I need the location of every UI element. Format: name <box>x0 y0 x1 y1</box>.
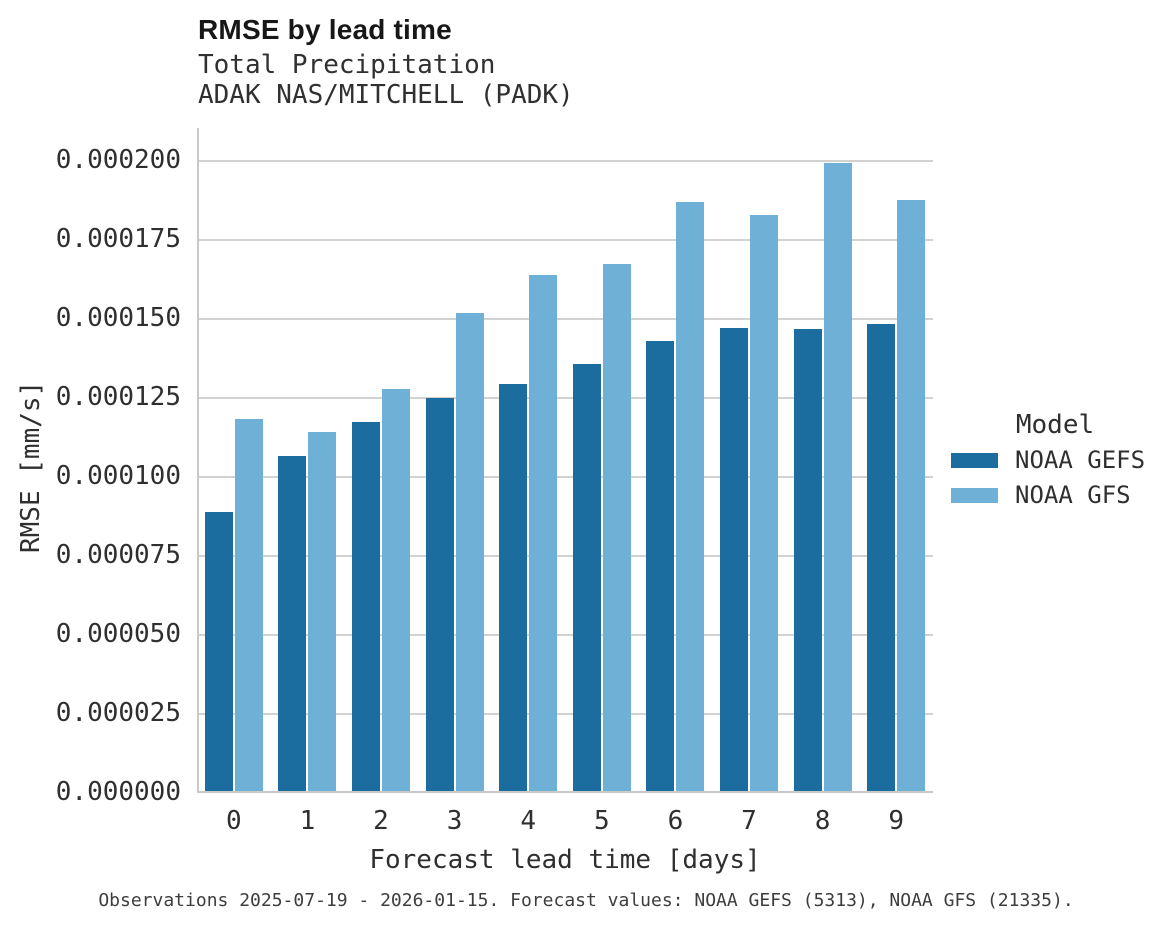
y-tick-label: 0.000025 <box>55 698 181 728</box>
bar-noaa-gfs-lead0 <box>234 418 263 791</box>
gridline <box>197 239 933 241</box>
bar-noaa-gefs-lead3 <box>425 398 454 791</box>
legend-item-noaa-gfs: NOAA GFS <box>945 481 1165 509</box>
x-tick-label: 9 <box>888 806 905 836</box>
bar-noaa-gefs-lead9 <box>867 324 896 791</box>
footer-caption: Observations 2025-07-19 - 2026-01-15. Fo… <box>98 890 1074 911</box>
legend-swatch-noaa-gfs <box>951 487 998 503</box>
bar-noaa-gefs-lead8 <box>793 329 822 791</box>
chart-subtitle-station: ADAK NAS/MITCHELL (PADK) <box>198 80 574 110</box>
chart-title: RMSE by lead time <box>198 14 452 45</box>
gridline <box>197 160 933 162</box>
bar-noaa-gefs-lead2 <box>352 422 380 791</box>
gridline <box>197 476 933 478</box>
gridline <box>197 555 933 557</box>
chart-subtitle-variable: Total Precipitation <box>198 50 496 80</box>
x-tick-label: 1 <box>299 806 316 836</box>
bar-noaa-gefs-lead5 <box>572 363 601 791</box>
bar-noaa-gfs-lead8 <box>823 162 852 791</box>
x-tick-label: 2 <box>373 806 389 836</box>
y-tick-label: 0.000075 <box>55 540 181 570</box>
gridline <box>197 634 933 636</box>
y-tick-label: 0.000100 <box>55 461 181 491</box>
y-axis-spine <box>197 128 199 793</box>
legend-label-noaa-gfs: NOAA GFS <box>1015 481 1131 509</box>
y-tick-label: 0.000175 <box>55 224 181 254</box>
y-tick-label: 0.000200 <box>55 145 181 175</box>
legend-item-noaa-gefs: NOAA GEFS <box>945 446 1165 474</box>
x-tick-label: 0 <box>225 806 242 836</box>
plot-area <box>197 128 933 793</box>
gridline <box>197 318 933 320</box>
legend-title: Model <box>1015 410 1095 440</box>
x-tick-label: 6 <box>667 806 684 836</box>
x-axis-spine <box>197 791 933 793</box>
y-tick-label: 0.000050 <box>55 619 181 649</box>
x-tick-label: 7 <box>741 806 757 836</box>
bar-noaa-gefs-lead0 <box>204 512 233 791</box>
bar-noaa-gefs-lead6 <box>646 340 675 791</box>
y-tick-label: 0.000150 <box>55 303 181 333</box>
bar-noaa-gfs-lead6 <box>676 202 705 791</box>
bar-noaa-gefs-lead1 <box>278 456 307 791</box>
legend-swatch-noaa-gefs <box>951 452 998 468</box>
x-tick-label: 5 <box>593 806 610 836</box>
bar-noaa-gfs-lead9 <box>897 199 926 791</box>
y-tick-label: 0.000000 <box>55 777 181 807</box>
bar-noaa-gfs-lead1 <box>308 432 337 791</box>
bar-noaa-gefs-lead7 <box>720 327 748 791</box>
legend: Model NOAA GEFS NOAA GFS <box>945 410 1165 518</box>
bar-noaa-gfs-lead3 <box>455 313 484 791</box>
bar-noaa-gfs-lead5 <box>602 264 631 791</box>
bar-noaa-gfs-lead4 <box>529 275 558 791</box>
x-tick-label: 8 <box>814 806 831 836</box>
gridline <box>197 397 933 399</box>
bar-noaa-gfs-lead2 <box>382 389 410 791</box>
x-axis-label: Forecast lead time [days] <box>369 845 761 875</box>
x-tick-label: 3 <box>446 806 463 836</box>
x-tick-label: 4 <box>520 806 537 836</box>
bar-noaa-gfs-lead7 <box>750 215 778 791</box>
gridline <box>197 713 933 715</box>
bar-noaa-gefs-lead4 <box>499 384 528 791</box>
legend-label-noaa-gefs: NOAA GEFS <box>1015 446 1146 474</box>
y-tick-label: 0.000125 <box>55 382 181 412</box>
